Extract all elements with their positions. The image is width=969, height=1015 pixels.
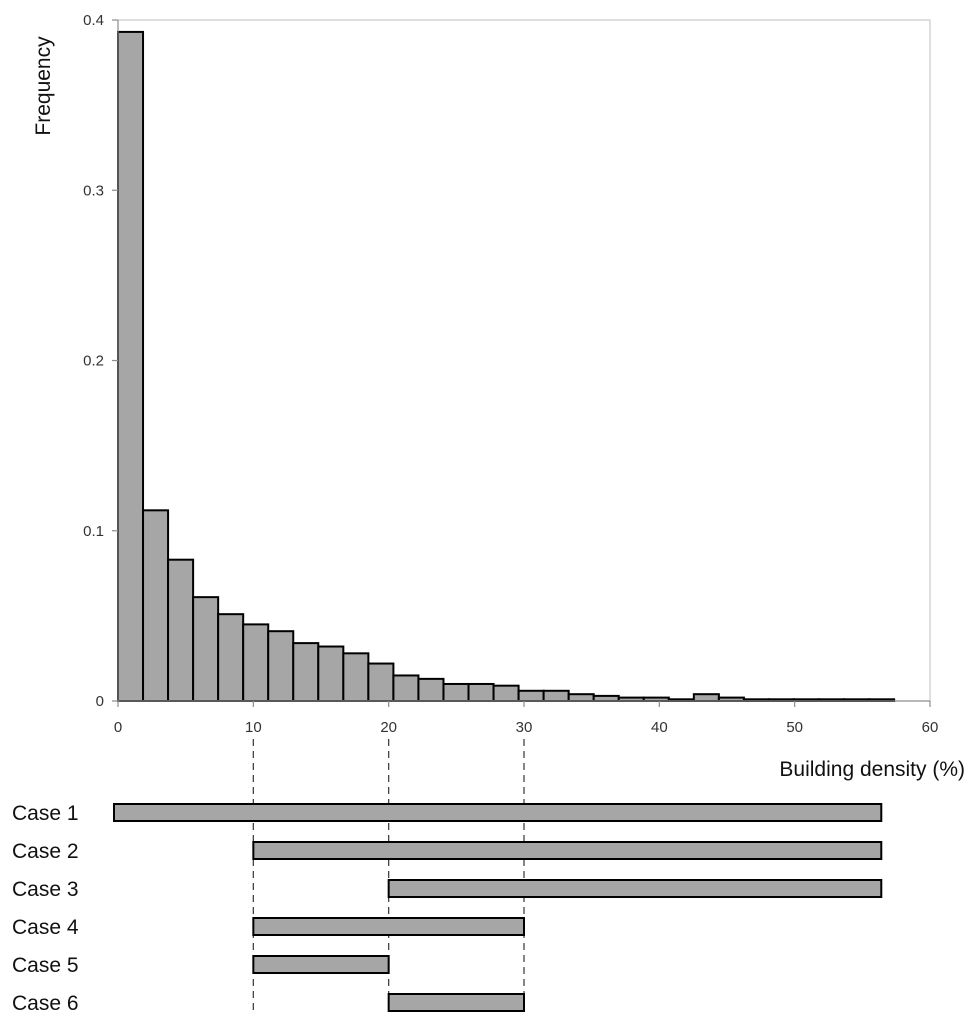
histogram-bar [167, 558, 195, 702]
histogram-bar [517, 689, 545, 702]
y-tick-label: 0.4 [83, 12, 104, 29]
histogram-bar [692, 693, 720, 703]
x-axis-label: Building density (%) [779, 758, 965, 781]
histogram-bar [467, 682, 495, 702]
case-label: Case 5 [12, 954, 79, 977]
histogram-bar [592, 694, 620, 703]
histogram-bar [567, 693, 595, 703]
case-range-bar [252, 841, 883, 860]
x-axis-ticks: 0 10 20 30 40 50 60 [114, 701, 939, 736]
case-label: Case 1 [12, 802, 79, 825]
case-label: Case 4 [12, 916, 79, 939]
histogram-bar [342, 652, 370, 703]
y-axis-label: Frequency [32, 36, 55, 136]
case-ranges: Case 1 Case 2 Case 3 Case 4 Case 5 Case 6 [12, 802, 883, 1015]
histogram-bar [492, 684, 520, 702]
histogram-bar [417, 677, 445, 702]
x-tick-label: 30 [516, 719, 533, 736]
case-range-bar [252, 955, 390, 974]
x-tick-label: 0 [114, 719, 122, 736]
case-range-bar [252, 917, 525, 936]
histogram-bar [367, 662, 395, 702]
histogram-bar [267, 630, 295, 703]
case-label: Case 2 [12, 840, 79, 863]
histogram-bar [542, 689, 570, 702]
x-tick-label: 50 [786, 719, 803, 736]
x-tick-label: 40 [651, 719, 668, 736]
case-range-bar [113, 803, 883, 822]
histogram-bar [192, 596, 220, 703]
histogram-bar [142, 509, 170, 702]
x-tick-label: 20 [380, 719, 397, 736]
y-axis-ticks: 0 0.1 0.2 0.3 0.4 [83, 12, 118, 710]
y-tick-label: 0 [96, 693, 104, 710]
histogram-bar [317, 645, 345, 703]
plot-area [117, 19, 931, 702]
case-range-bar [387, 993, 525, 1012]
case-range-bar [387, 879, 883, 898]
histogram-bar [392, 674, 420, 703]
case-label: Case 6 [12, 992, 79, 1015]
y-tick-label: 0.2 [83, 353, 104, 370]
x-tick-label: 60 [922, 719, 939, 736]
x-tick-label: 10 [245, 719, 262, 736]
y-tick-label: 0.1 [83, 523, 104, 540]
histogram-bar [242, 623, 270, 703]
histogram-bar [217, 613, 245, 702]
y-tick-label: 0.3 [83, 182, 104, 199]
histogram-bar [292, 642, 320, 702]
case-label: Case 3 [12, 878, 79, 901]
histogram-bar [117, 30, 145, 703]
histogram-bar [442, 682, 470, 702]
histogram-bars [117, 30, 896, 703]
